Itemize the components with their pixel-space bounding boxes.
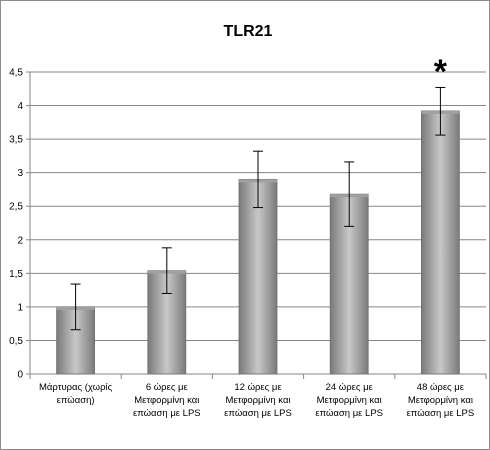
x-category-label: επώαση με LPS	[224, 408, 292, 419]
x-category-label: 6 ώρες με	[146, 382, 189, 393]
y-tick-label: 4,5	[9, 68, 23, 79]
x-category-label: Μετφορμίνη και	[317, 395, 382, 406]
y-tick-label: 2	[17, 235, 23, 246]
annotations: *	[434, 53, 448, 91]
y-tick-label: 1	[17, 302, 23, 313]
x-category-label: 48 ώρες με	[417, 382, 465, 393]
y-tick-label: 1,5	[9, 269, 23, 280]
error-bars	[70, 86, 446, 331]
x-category-label: επώαση με LPS	[315, 408, 383, 419]
y-tick-label: 0	[17, 370, 23, 381]
x-category-label: Μετφορμίνη και	[408, 395, 473, 406]
x-category-label: επώαση)	[57, 395, 95, 406]
bar	[420, 110, 460, 375]
y-tick-label: 3,5	[9, 135, 23, 146]
bar	[238, 178, 278, 375]
x-category-label: 24 ώρες με	[326, 382, 374, 393]
y-tick-label: 0,5	[9, 336, 23, 347]
x-axis-labels: Μάρτυρας (χωρίς επώαση) 6 ώρες με Μετφορμίν…	[39, 382, 474, 419]
y-tick-label: 4	[17, 101, 23, 112]
x-category-label: Μετφορμίνη και	[134, 395, 199, 406]
x-category-label: επώαση με LPS	[407, 408, 475, 419]
chart-title: TLR21	[224, 23, 273, 40]
x-category-label: επώαση με LPS	[133, 408, 201, 419]
y-tick-label: 3	[17, 168, 23, 179]
y-tick-label: 2,5	[9, 202, 23, 213]
significance-asterisk: *	[434, 53, 448, 91]
bars	[56, 110, 460, 375]
y-axis-ticks: 0 0,5 1 1,5 2 2,5 3 3,5 4 4,5	[9, 68, 487, 381]
x-category-label: Μάρτυρας (χωρίς	[39, 382, 113, 393]
x-category-label: Μετφορμίνη και	[225, 395, 290, 406]
x-category-label: 12 ώρες με	[234, 382, 282, 393]
